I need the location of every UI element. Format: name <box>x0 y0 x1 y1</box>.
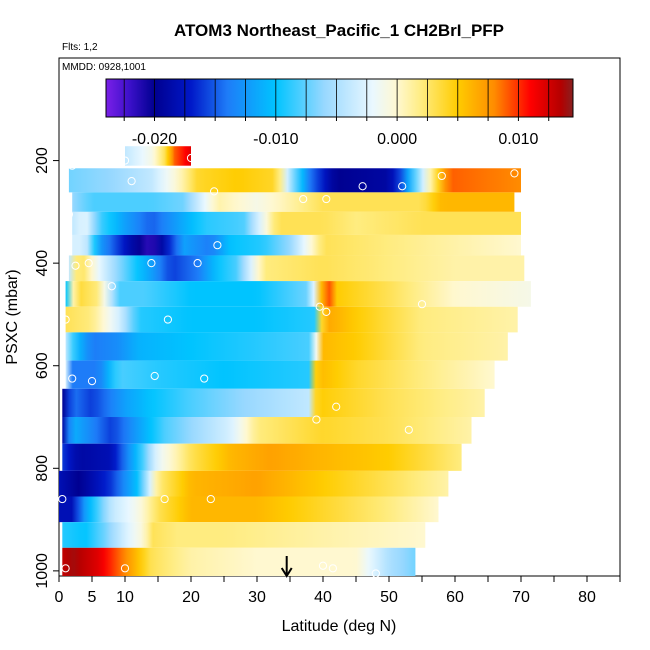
sample-point <box>61 564 70 573</box>
x-tick-label: 20 <box>182 589 200 606</box>
heatmap-row <box>59 470 449 497</box>
x-tick-label: 60 <box>446 589 464 606</box>
sample-point <box>71 261 80 270</box>
sample-point <box>206 494 215 504</box>
colorbar-tick-label: 0.010 <box>498 131 538 148</box>
arrow-head <box>280 567 293 578</box>
y-tick-label: 600 <box>34 352 51 379</box>
y-tick-label: 800 <box>34 455 51 482</box>
sample-point <box>332 402 341 411</box>
sample-point <box>322 194 331 204</box>
sample-point <box>328 564 337 573</box>
heatmap-row <box>65 281 531 307</box>
sample-point <box>160 494 169 504</box>
sample-point <box>163 315 172 324</box>
sample-point <box>64 210 74 219</box>
colorbar-gradient <box>105 78 574 118</box>
heatmap-row <box>68 168 522 193</box>
heatmap-row <box>72 234 521 256</box>
heatmap-row <box>59 496 439 523</box>
heatmap-row <box>62 522 426 548</box>
y-tick-label: 200 <box>34 147 51 174</box>
sample-point <box>147 259 156 268</box>
x-tick-label: 30 <box>248 589 266 606</box>
sample-point <box>213 241 222 250</box>
colorbar-tick-label: -0.020 <box>132 131 177 148</box>
colorbar: -0.020 -0.010 0.000 0.010 <box>105 78 574 148</box>
x-tick-label: 80 <box>578 589 596 606</box>
heatmap-row <box>62 388 485 418</box>
sample-point <box>68 374 77 383</box>
heatmap-row <box>72 211 521 235</box>
x-tick-label: 0 <box>55 589 64 606</box>
sample-point <box>404 425 413 434</box>
heatmap-row <box>62 547 416 576</box>
x-tick-label: 5 <box>88 589 97 606</box>
y-tick-label: 1000 <box>34 553 51 589</box>
heatmap-row <box>65 306 518 333</box>
colorbar-tick-label: -0.010 <box>253 131 298 148</box>
flights-label: Flts: 1,2 <box>62 42 98 53</box>
sample-points <box>58 153 519 578</box>
sample-point <box>120 564 130 573</box>
x-tick-label: 50 <box>380 589 398 606</box>
heatmap-row <box>68 255 525 282</box>
sample-point <box>186 153 196 163</box>
sample-point <box>61 315 70 324</box>
sample-point <box>150 371 159 381</box>
heatmap-rows <box>59 146 531 576</box>
x-axis-label: Latitude (deg N) <box>282 618 397 635</box>
heatmap-row <box>72 192 515 212</box>
heatmap-row <box>65 332 508 361</box>
heatmap-row <box>62 417 472 444</box>
dates-label: MMDD: 0928,1001 <box>62 62 146 73</box>
sample-point <box>200 374 209 383</box>
x-tick-label: 10 <box>116 589 134 606</box>
y-tick-label: 400 <box>34 250 51 277</box>
axes: 0 5 10 20 30 40 50 60 70 80 200 400 600 800 1000 <box>34 147 621 606</box>
sample-point <box>417 300 427 309</box>
sample-point <box>510 169 519 178</box>
latitude-arrow <box>280 556 293 578</box>
heatmap-row <box>65 360 495 389</box>
sample-point <box>358 182 367 191</box>
x-tick-label: 40 <box>314 589 332 606</box>
sample-point <box>87 377 97 386</box>
sample-point <box>371 569 380 578</box>
sample-point <box>107 282 116 291</box>
heatmap-row <box>125 146 191 166</box>
sample-point <box>193 259 202 268</box>
sample-point <box>299 194 308 204</box>
sample-point <box>398 182 407 191</box>
sample-point <box>127 176 136 186</box>
sample-point <box>322 307 331 316</box>
chart-title: ATOM3 Northeast_Pacific_1 CH2BrI_PFP <box>174 21 504 40</box>
sample-point <box>437 171 446 181</box>
sample-point <box>58 494 67 504</box>
sample-point <box>84 259 93 268</box>
sample-point <box>210 187 219 196</box>
sample-point <box>318 561 328 570</box>
colorbar-tick-label: 0.000 <box>377 131 417 148</box>
heatmap-row <box>62 443 462 471</box>
sample-point <box>315 302 324 311</box>
sample-point <box>68 161 77 170</box>
sample-point <box>312 415 321 424</box>
x-tick-label: 70 <box>512 589 530 606</box>
sample-point <box>120 156 130 165</box>
y-axis-label: PSXC (mbar) <box>4 269 21 364</box>
